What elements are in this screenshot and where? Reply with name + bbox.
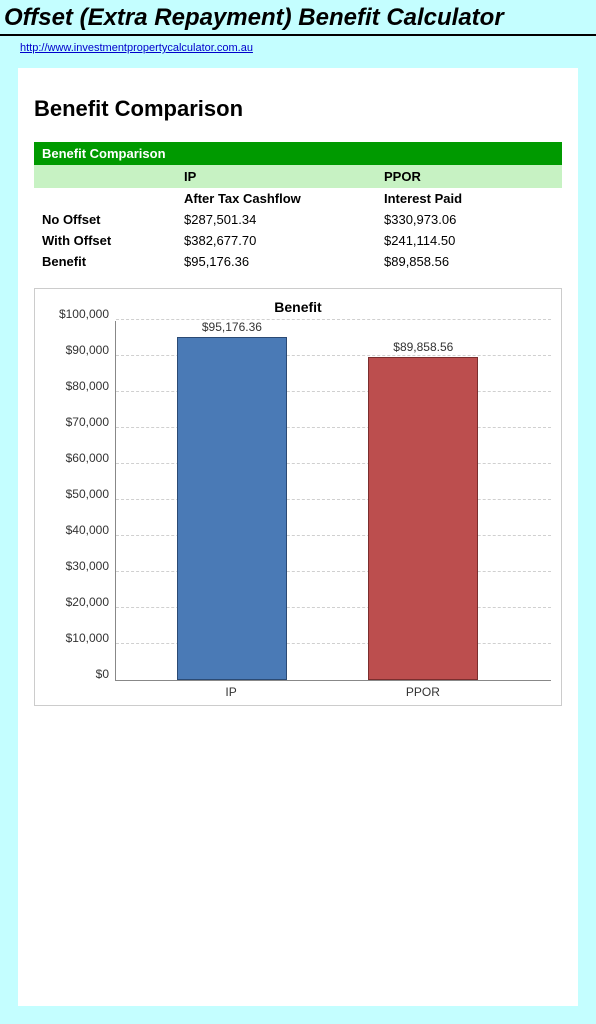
sublabel-col-b: Interest Paid xyxy=(384,191,562,206)
row-col-a: $382,677.70 xyxy=(184,233,384,248)
row-col-b: $241,114.50 xyxy=(384,233,562,248)
table-header-bar: Benefit Comparison xyxy=(34,142,562,165)
subheader-col-a: IP xyxy=(184,169,384,184)
row-label: No Offset xyxy=(34,212,184,227)
section-title: Benefit Comparison xyxy=(34,96,562,122)
table-row: No Offset$287,501.34$330,973.06 xyxy=(34,209,562,230)
chart-bar: $95,176.36 xyxy=(177,337,287,680)
table-row: With Offset$382,677.70$241,114.50 xyxy=(34,230,562,251)
subheader-col-b: PPOR xyxy=(384,169,562,184)
chart-plot: $95,176.36 $89,858.56 xyxy=(115,321,551,681)
gridline xyxy=(116,319,551,320)
chart-body: $100,000$90,000$80,000$70,000$60,000$50,… xyxy=(45,321,551,699)
chart-plot-wrap: $95,176.36 $89,858.56 IP PPOR xyxy=(115,321,551,699)
comparison-rows: No Offset$287,501.34$330,973.06With Offs… xyxy=(34,209,562,272)
row-label: Benefit xyxy=(34,254,184,269)
row-col-b: $330,973.06 xyxy=(384,212,562,227)
source-link-row: http://www.investmentpropertycalculator.… xyxy=(0,36,596,62)
chart-x-axis: IP PPOR xyxy=(115,681,551,699)
subheader-blank xyxy=(34,169,184,184)
row-label: With Offset xyxy=(34,233,184,248)
bar-value-label: $95,176.36 xyxy=(202,320,262,334)
row-col-a: $287,501.34 xyxy=(184,212,384,227)
chart-bar: $89,858.56 xyxy=(368,357,478,680)
page-title: Offset (Extra Repayment) Benefit Calcula… xyxy=(0,0,596,36)
sublabel-col-a: After Tax Cashflow xyxy=(184,191,384,206)
table-row: Benefit$95,176.36$89,858.56 xyxy=(34,251,562,272)
sublabel-blank xyxy=(34,191,184,206)
sublabel-row: After Tax Cashflow Interest Paid xyxy=(34,188,562,209)
source-link[interactable]: http://www.investmentpropertycalculator.… xyxy=(20,42,253,54)
x-tick: PPOR xyxy=(368,685,478,699)
content-card: Benefit Comparison Benefit Comparison IP… xyxy=(18,68,578,1006)
table-subheader-row: IP PPOR xyxy=(34,165,562,188)
benefit-chart: Benefit $100,000$90,000$80,000$70,000$60… xyxy=(34,288,562,706)
chart-y-axis: $100,000$90,000$80,000$70,000$60,000$50,… xyxy=(45,321,115,681)
row-col-b: $89,858.56 xyxy=(384,254,562,269)
bar-value-label: $89,858.56 xyxy=(393,340,453,354)
chart-title: Benefit xyxy=(45,299,551,315)
row-col-a: $95,176.36 xyxy=(184,254,384,269)
x-tick: IP xyxy=(176,685,286,699)
